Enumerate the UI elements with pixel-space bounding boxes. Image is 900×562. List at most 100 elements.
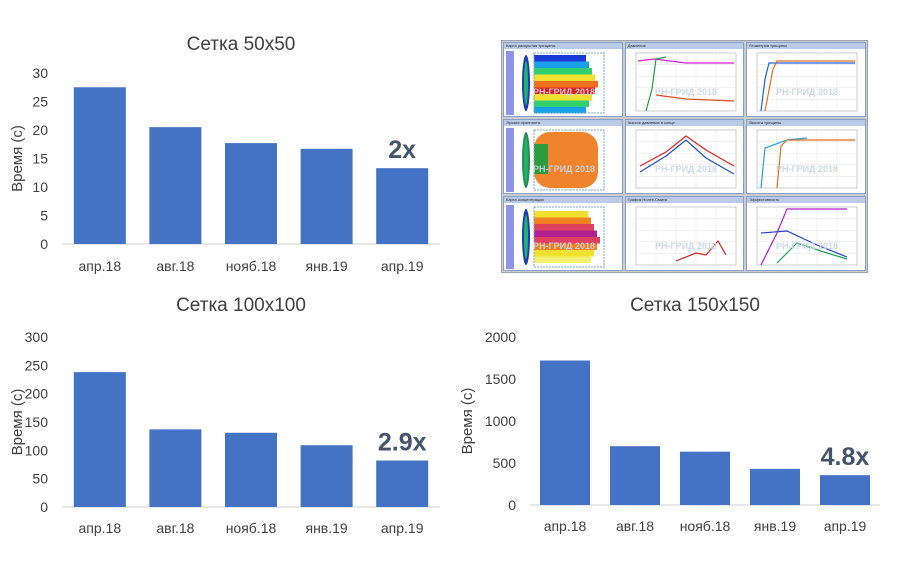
heat-band xyxy=(534,61,589,68)
fracture-outline xyxy=(533,206,605,268)
sim-window-plot: РН-ГРИД 2018 xyxy=(506,205,605,269)
sim-window-lines3: Высота трещины РН-ГРИД 2018 xyxy=(746,119,866,194)
sim-window-plot: РН-ГРИД 2018 xyxy=(635,206,736,266)
x-tick-label: апр.18 xyxy=(78,520,121,536)
y-tick-label: 10 xyxy=(32,179,48,195)
plot-series-line xyxy=(655,94,734,102)
well-column xyxy=(506,51,514,115)
bar-chart-150: Сетка 150x150 Время (с) 0 500 1000 1500 2000 ап… xyxy=(459,295,880,534)
chart-panel-150: Сетка 150x150 Время (с) 0 500 1000 1500 2000 ап… xyxy=(450,285,900,555)
particle-cloud xyxy=(534,132,598,188)
sim-window-title: Карта раскрытия трещины xyxy=(506,43,556,48)
y-tick-label: 1500 xyxy=(485,371,516,387)
sim-window-lines2: Геометрия трещины РН-ГРИД 2018 xyxy=(746,42,866,117)
bar xyxy=(225,432,277,507)
chart-title: Сетка 50x50 xyxy=(187,34,296,55)
sim-window-titlebar: Эффективность xyxy=(747,197,865,203)
y-axis-label: Время (с) xyxy=(9,125,26,192)
bar xyxy=(540,360,590,505)
bar xyxy=(376,168,429,244)
sim-window-peak: Чистое давление в конце РН-ГРИД 2018 xyxy=(624,119,745,194)
heat-band xyxy=(534,237,600,244)
heat-band xyxy=(534,100,589,107)
well-column xyxy=(506,205,514,269)
bar-chart-50: Сетка 50x50 Время (с) 0 5 10 15 20 25 30 апр.18 ав… xyxy=(9,34,440,274)
speedup-annotation: 4.8x xyxy=(821,443,870,471)
bar xyxy=(149,127,202,244)
sim-window-plot: РН-ГРИД 2018 xyxy=(757,52,858,112)
sim-window-title: Давление xyxy=(627,43,646,48)
y-tick-label: 100 xyxy=(25,442,49,458)
plot-frame xyxy=(635,52,736,112)
sim-window-title: Геометрия трещины xyxy=(749,43,787,48)
sim-window-title: Эрозия проппанта xyxy=(506,120,541,125)
chart-panel-50: Сетка 50x50 Время (с) 0 5 10 15 20 25 30 апр.18 ав… xyxy=(0,18,450,280)
plot-series-line xyxy=(760,208,848,266)
x-tick-label: янв.19 xyxy=(754,518,796,534)
bar xyxy=(376,460,429,507)
heat-band xyxy=(534,81,598,88)
x-tick-label: апр.19 xyxy=(381,520,424,536)
sim-window-titlebar: Карта раскрытия трещины xyxy=(504,43,622,49)
x-tick-label: янв.19 xyxy=(305,520,347,536)
plot-series-line xyxy=(639,139,734,175)
y-tick-label: 150 xyxy=(25,414,49,430)
wellbore-core xyxy=(524,61,528,105)
plot-frame xyxy=(757,52,858,112)
x-tick-label: апр.19 xyxy=(824,518,867,534)
heat-band xyxy=(534,211,588,218)
y-axis-label: Время (с) xyxy=(9,389,26,456)
x-tick-label: авг.18 xyxy=(156,258,194,274)
bar-chart-100: Сетка 100x100 Время (с) 0 50 100 150 200 250 300… xyxy=(9,295,440,536)
x-tick-label: апр.19 xyxy=(381,258,424,274)
heat-band xyxy=(534,87,595,94)
plot-series-line xyxy=(639,135,734,167)
bar xyxy=(750,468,800,505)
sim-window-plot: РН-ГРИД 2018 xyxy=(757,129,858,189)
bar xyxy=(300,148,353,244)
y-tick-label: 0 xyxy=(40,236,48,252)
watermark: РН-ГРИД 2018 xyxy=(655,87,717,97)
plot-series-line xyxy=(637,58,734,64)
y-tick-label: 500 xyxy=(493,455,517,471)
y-tick-label: 1000 xyxy=(485,413,516,429)
sim-window-plot: РН-ГРИД 2018 xyxy=(635,52,736,112)
watermark: РН-ГРИД 2018 xyxy=(533,87,595,97)
x-tick-label: авг.18 xyxy=(156,520,194,536)
y-axis-label: Время (с) xyxy=(459,388,476,455)
bar xyxy=(610,446,660,505)
sim-window-title: Чистое давление в конце xyxy=(627,120,675,125)
fracture-outline xyxy=(533,129,605,191)
x-tick-label: апр.18 xyxy=(78,258,121,274)
bar xyxy=(149,429,202,507)
plot-series-line xyxy=(776,139,856,189)
sim-window-curve: График Нолте-Смита РН-ГРИД 2018 xyxy=(624,196,745,271)
plot-frame xyxy=(757,129,858,189)
sim-window-particles: Эрозия проппанта РН-ГРИД 2018 xyxy=(503,119,623,194)
sim-window-lines4: Эффективность РН-ГРИД 2018 xyxy=(746,196,866,271)
bar xyxy=(225,143,277,244)
heat-band xyxy=(534,250,594,257)
y-tick-label: 30 xyxy=(32,65,48,81)
wellbore-core xyxy=(524,138,528,182)
plot-series-line xyxy=(760,137,808,189)
y-tick-label: 5 xyxy=(40,208,48,224)
y-tick-label: 250 xyxy=(25,357,49,373)
bar xyxy=(300,445,353,507)
sim-window-titlebar: Эрозия проппанта xyxy=(504,120,622,126)
x-tick-label: янв.19 xyxy=(305,258,347,274)
heat-band xyxy=(534,224,594,231)
heat-band xyxy=(534,94,592,101)
sim-window-title: Эффективность xyxy=(749,197,780,202)
heat-band xyxy=(534,256,591,263)
plot-series-line xyxy=(760,62,856,112)
watermark: РН-ГРИД 2018 xyxy=(776,241,838,251)
sim-window-title: Высота трещины xyxy=(749,120,782,125)
y-tick-label: 25 xyxy=(32,94,48,110)
y-tick-label: 0 xyxy=(40,499,48,515)
y-tick-label: 0 xyxy=(508,497,516,513)
sim-window-title: График Нолте-Смита xyxy=(627,197,668,202)
well-column xyxy=(506,128,514,192)
sim-window-plot: РН-ГРИД 2018 xyxy=(506,51,605,115)
x-tick-label: авг.18 xyxy=(616,518,654,534)
